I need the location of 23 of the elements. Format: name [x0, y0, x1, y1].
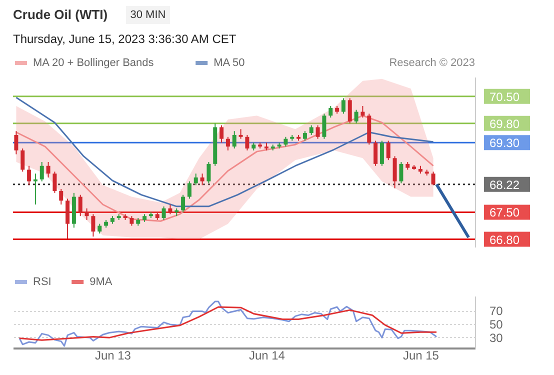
x-tick-label: Jun 15 — [402, 348, 440, 362]
x-tick-label: Jun 13 — [94, 348, 132, 362]
legend-label: MA 20 + Bollinger Bands — [33, 57, 154, 69]
line-series — [18, 306, 438, 341]
line-series — [15, 96, 434, 208]
y-tick-label: 70 — [490, 304, 504, 318]
y-tick-label: 69.30 — [490, 136, 520, 150]
y-tick-label: 69.80 — [490, 116, 520, 131]
legend-label: RSI — [33, 276, 52, 288]
y-tick-label: 70.50 — [490, 90, 520, 104]
y-tick-label: 66.80 — [490, 232, 520, 247]
y-tick-label: 67.50 — [490, 206, 520, 220]
y-tick-label: 68.22 — [490, 178, 520, 192]
text: Research © 2023 — [389, 57, 475, 69]
legend-label: 9MA — [90, 276, 113, 288]
chart-subtitle: Thursday, June 15, 2023 3:36:30 AM CET — [13, 32, 237, 46]
text: 30 MIN — [130, 9, 166, 21]
line-series — [18, 300, 438, 347]
y-tick-label: 30 — [490, 330, 504, 345]
x-tick-label: Jun 14 — [248, 348, 286, 362]
y-tick-label: 50 — [490, 318, 504, 332]
chart-title: Crude Oil (WTI) — [13, 7, 108, 22]
legend-label: MA 50 — [214, 57, 245, 69]
